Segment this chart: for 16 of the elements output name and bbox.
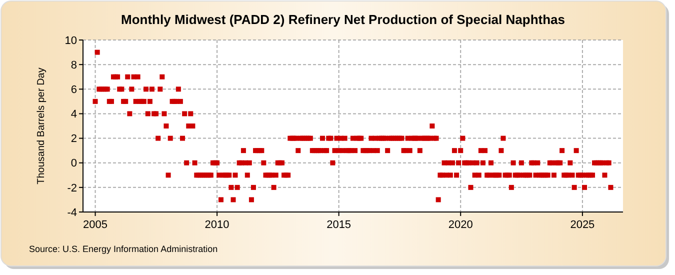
chart-title: Monthly Midwest (PADD 2) Refinery Net Production of Special Naphthas: [121, 12, 565, 27]
y-tick-label: 0: [70, 158, 77, 170]
y-axis-title: Thousand Barrels per Day: [36, 68, 47, 184]
y-tick-label: 10: [64, 34, 77, 47]
y-tick-label: 6: [70, 84, 77, 96]
y-tick-label: 8: [70, 59, 77, 72]
y-tick-label: 2: [70, 133, 77, 146]
x-tick-label: 2010: [204, 219, 230, 231]
source-note: Source: U.S. Energy Information Administration: [29, 244, 218, 254]
y-tick-label: 4: [70, 108, 77, 121]
x-tick-label: 2020: [448, 219, 473, 231]
x-tick-label: 2025: [570, 219, 595, 231]
x-tick-label: 2015: [326, 219, 352, 231]
y-tick-label: -4: [67, 206, 77, 219]
y-tick-label: -2: [67, 182, 77, 194]
x-tick-label: 2005: [83, 219, 108, 231]
